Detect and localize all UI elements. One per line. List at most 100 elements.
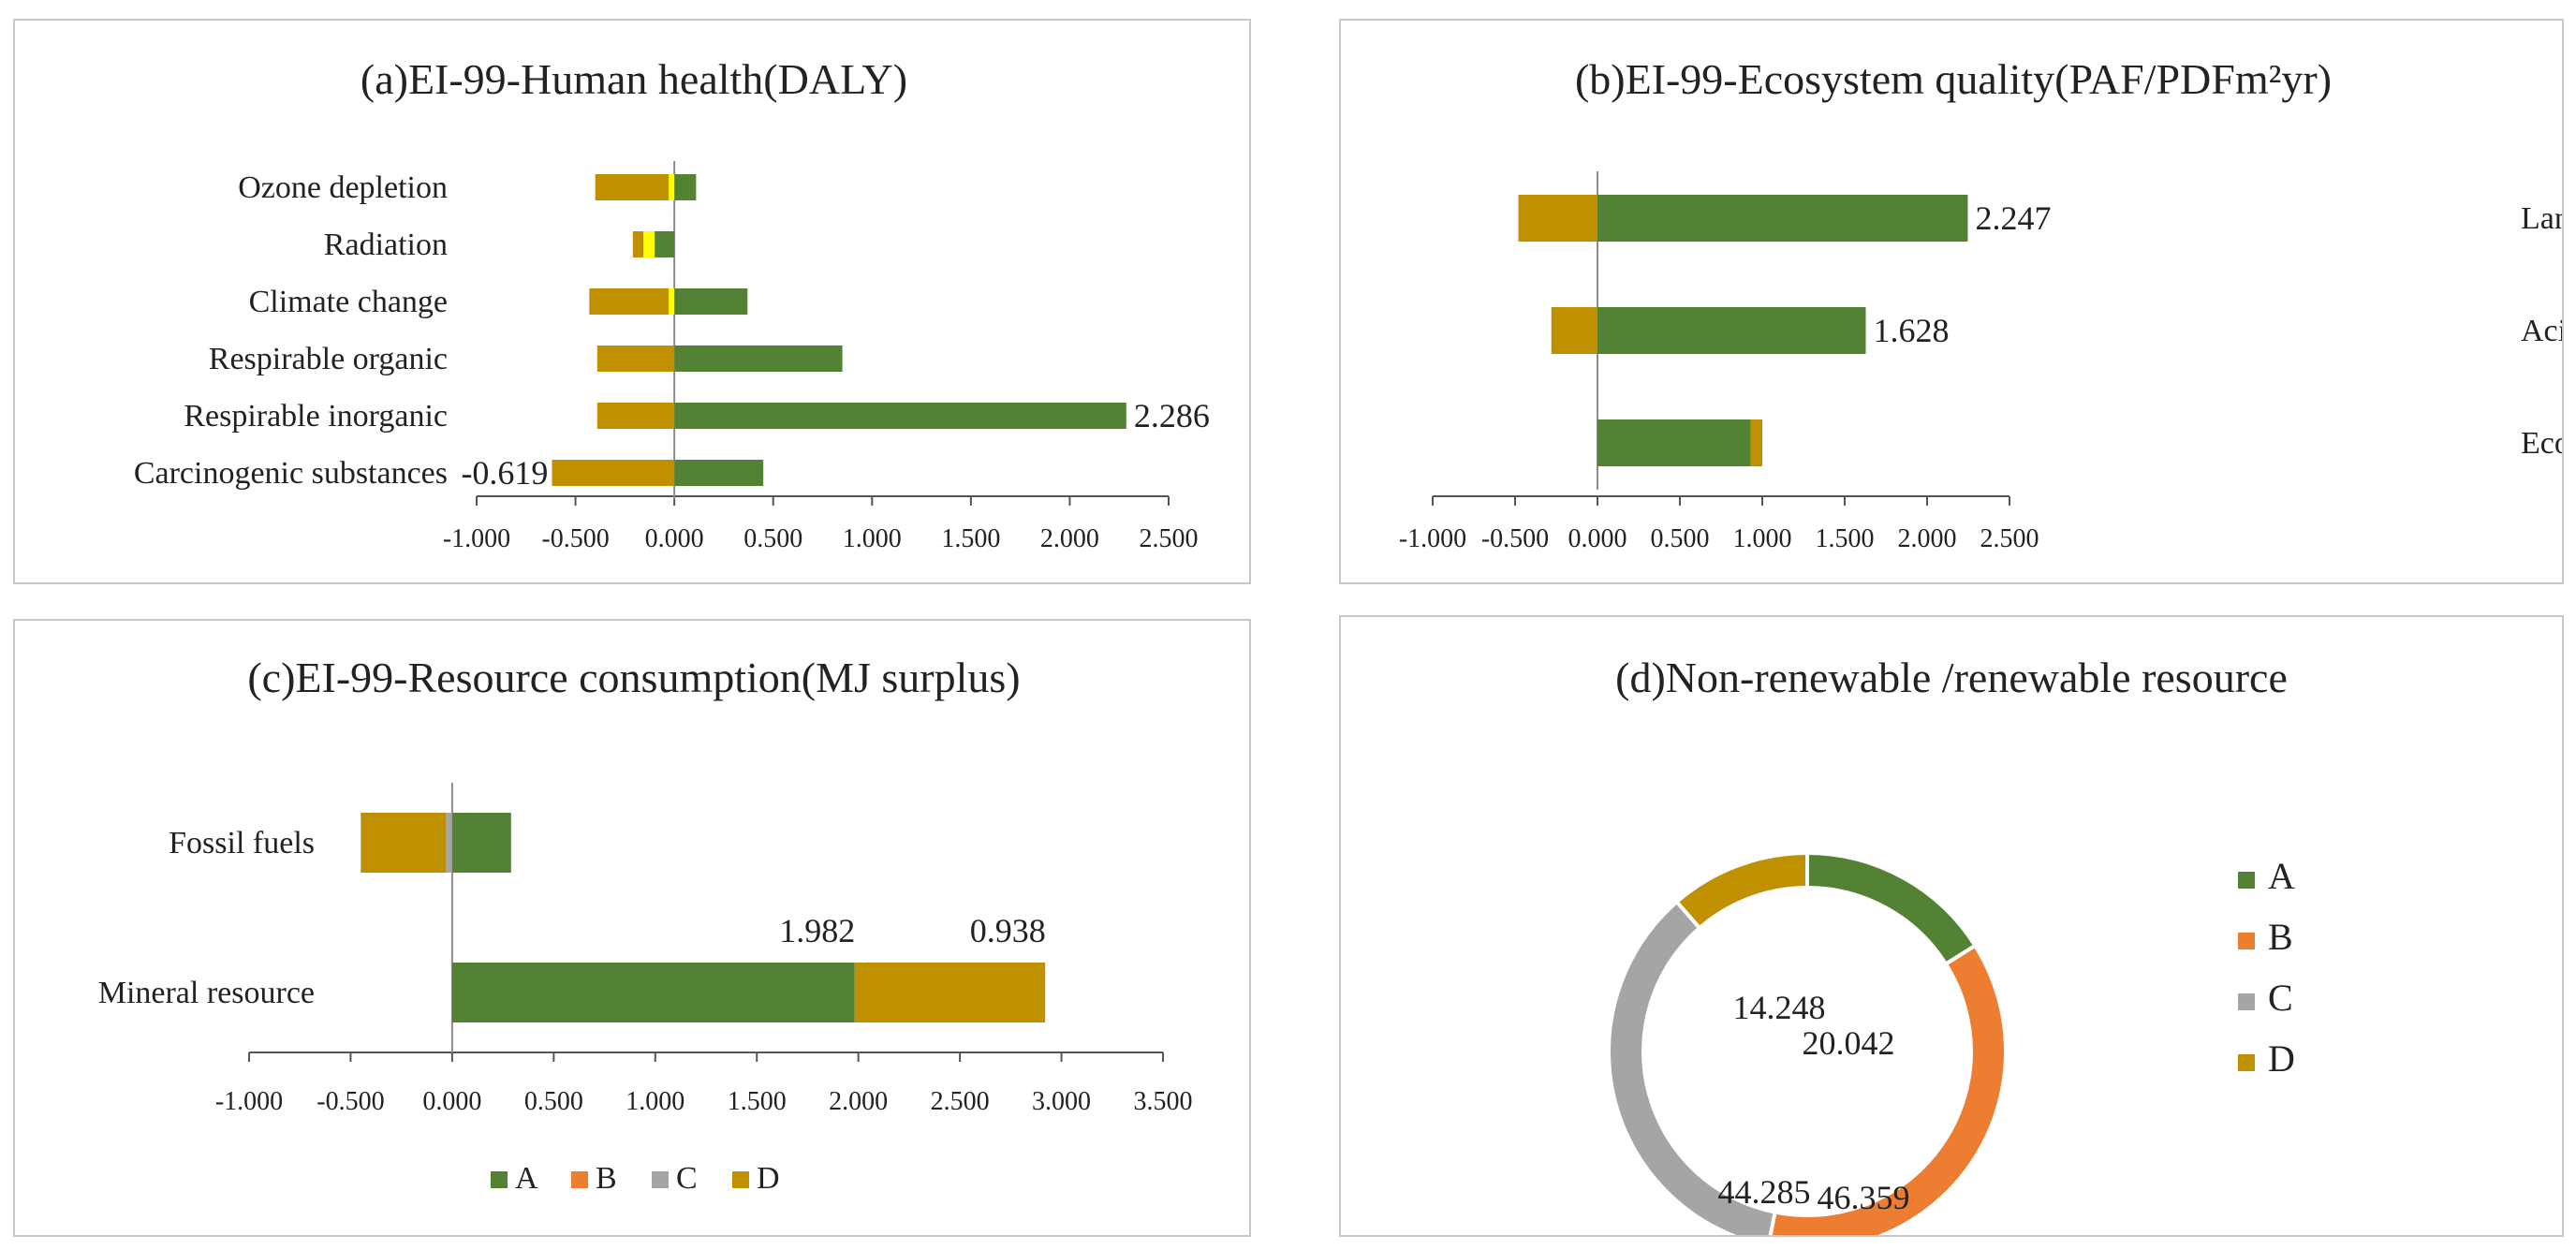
legend-swatch-b (571, 1171, 588, 1188)
chart-title: (c)EI-99-Resource consumption(MJ surplus… (247, 654, 1020, 701)
bar-respirable-organic-series-a (674, 346, 843, 372)
legend-label-b: B (2268, 916, 2293, 958)
legend-swatch-a (491, 1171, 508, 1188)
bar-fossil-fuels-series-d (361, 813, 447, 873)
x-tick-label: -1.000 (443, 524, 510, 553)
resource-consumption-bar-chart: (c)EI-99-Resource consumption(MJ surplus… (98, 654, 1193, 1196)
bar-mineral-resource-series-a (451, 963, 855, 1022)
bar-ozone-depletion-series-a (674, 174, 697, 200)
bar-ecological-toxicity-series-a (1597, 419, 1751, 466)
bar-climate-change-series-a (674, 288, 748, 315)
chart-panel-human-health: (a)EI-99-Human health(DALY) -1.000 -0.500 0… (13, 19, 1251, 584)
data-label: 1.628 (1874, 312, 1950, 349)
donut-value-label: 44.285 (1718, 1173, 1811, 1211)
bar-ecological-toxicity-series-d (1750, 419, 1762, 466)
chart-panel-resource-consumption: (c)EI-99-Resource consumption(MJ surplus… (13, 619, 1251, 1237)
x-tick-label: 1.000 (1733, 524, 1792, 553)
bar-carcinogenic-substances-series-a (674, 460, 764, 486)
legend-swatch-c (652, 1171, 669, 1188)
x-tick-label: 2.000 (1040, 524, 1099, 553)
category-label: Respirable organic (209, 342, 448, 376)
bar-highlight (643, 231, 655, 257)
legend-label-d: D (2268, 1037, 2295, 1080)
x-tick-label: 2.000 (1898, 524, 1957, 553)
data-label: 0.938 (970, 912, 1046, 949)
x-tick-label: 1.500 (941, 524, 1000, 553)
chart-panel-ecosystem-quality: (b)EI-99-Ecosystem quality(PAF/PDFm²yr) -… (1339, 19, 2564, 584)
bar-highlight (669, 174, 675, 200)
donut-slice-a (1805, 850, 1979, 967)
x-tick-label: -0.500 (1481, 524, 1549, 553)
bar-respirable-inorganic-series-a (674, 403, 1126, 429)
bar-carcinogenic-substances-series-d (552, 460, 675, 486)
chart-title: (a)EI-99-Human health(DALY) (361, 55, 907, 103)
category-label: Radiation (324, 228, 448, 262)
bar-ozone-depletion-series-d (595, 174, 675, 200)
x-tick-label: 2.500 (1140, 524, 1199, 553)
data-label: 1.982 (779, 912, 855, 949)
bar-fossil-fuels-series-c (446, 813, 452, 873)
bar-respirable-organic-series-d (596, 346, 675, 372)
bar-acidification-eutrophication-series-d (1551, 307, 1597, 354)
category-label: Mineral resource (98, 976, 315, 1010)
x-tick-label: 0.000 (422, 1087, 481, 1116)
chart-panel-renewable-resource: (d)Non-renewable /renewable resource 20.0… (1339, 615, 2564, 1237)
legend-swatch-c (2238, 993, 2255, 1010)
x-tick-label: 3.500 (1134, 1087, 1193, 1116)
bar-respirable-inorganic-series-d (596, 403, 675, 429)
data-label: -0.619 (461, 454, 548, 492)
x-tick-label: 1.000 (843, 524, 902, 553)
x-tick-label: 1.500 (728, 1087, 787, 1116)
x-tick-label: 0.500 (524, 1087, 583, 1116)
legend-label-c: C (676, 1161, 698, 1196)
human-health-bar-chart: (a)EI-99-Human health(DALY) -1.000 -0.500 0… (134, 55, 1210, 553)
bar-acidification-eutrophication-series-a (1597, 307, 1866, 354)
x-tick-label: 0.000 (1568, 524, 1627, 553)
renewable-resource-donut-chart: (d)Non-renewable /renewable resource 20.0… (1607, 654, 2295, 1235)
bar-land-occupation-series-d (1518, 195, 1597, 242)
data-label: 2.247 (1975, 199, 2051, 237)
x-tick-label: 3.000 (1032, 1087, 1091, 1116)
x-tick-label: -0.500 (316, 1087, 384, 1116)
category-label: Fossil fuels (169, 826, 315, 860)
legend-label-a: A (2268, 855, 2295, 897)
legend-swatch-b (2238, 933, 2255, 949)
bar-land-occupation-series-a (1597, 195, 1968, 242)
legend-swatch-d (2238, 1054, 2255, 1071)
category-label: Land occupation (2521, 201, 2564, 236)
x-tick-label: 2.500 (931, 1087, 990, 1116)
data-label: 2.286 (1134, 397, 1210, 434)
category-label: Acidification/Eutrophication (2521, 314, 2564, 348)
category-label: Ozone depletion (238, 170, 448, 205)
bar-climate-change-series-d (589, 288, 675, 315)
legend-label-d: D (757, 1161, 780, 1196)
x-tick-label: 0.000 (645, 524, 704, 553)
category-label: Ecological toxicity (2521, 426, 2564, 461)
legend-label-c: C (2268, 977, 2293, 1019)
bar-fossil-fuels-series-a (451, 813, 511, 873)
x-tick-label: 0.500 (1651, 524, 1710, 553)
category-label: Respirable inorganic (184, 399, 448, 434)
x-tick-label: -1.000 (1399, 524, 1466, 553)
x-tick-label: 0.500 (743, 524, 802, 553)
chart-title: (d)Non-renewable /renewable resource (1615, 654, 2288, 701)
x-tick-label: 2.500 (1980, 524, 2039, 553)
x-tick-label: 1.000 (626, 1087, 684, 1116)
x-tick-label: 1.500 (1816, 524, 1875, 553)
legend-label-a: A (515, 1161, 538, 1196)
ecosystem-quality-bar-chart: (b)EI-99-Ecosystem quality(PAF/PDFm²yr) -… (1399, 55, 2564, 553)
bar-radiation-series-a (655, 231, 675, 257)
bar-mineral-resource-series-d (854, 963, 1046, 1022)
legend-label-b: B (596, 1161, 617, 1196)
donut-value-label: 46.359 (1818, 1179, 1910, 1216)
chart-title: (b)EI-99-Ecosystem quality(PAF/PDFm²yr) (1575, 55, 2332, 103)
x-tick-label: 2.000 (829, 1087, 888, 1116)
donut-value-label: 20.042 (1803, 1024, 1895, 1062)
donut-value-label: 14.248 (1733, 989, 1826, 1026)
x-tick-label: -1.000 (215, 1087, 283, 1116)
legend-swatch-a (2238, 872, 2255, 889)
category-label: Climate change (249, 285, 448, 319)
donut-slice-d (1673, 850, 1809, 931)
x-tick-label: -0.500 (541, 524, 609, 553)
donut-slice-b (1768, 943, 2008, 1235)
